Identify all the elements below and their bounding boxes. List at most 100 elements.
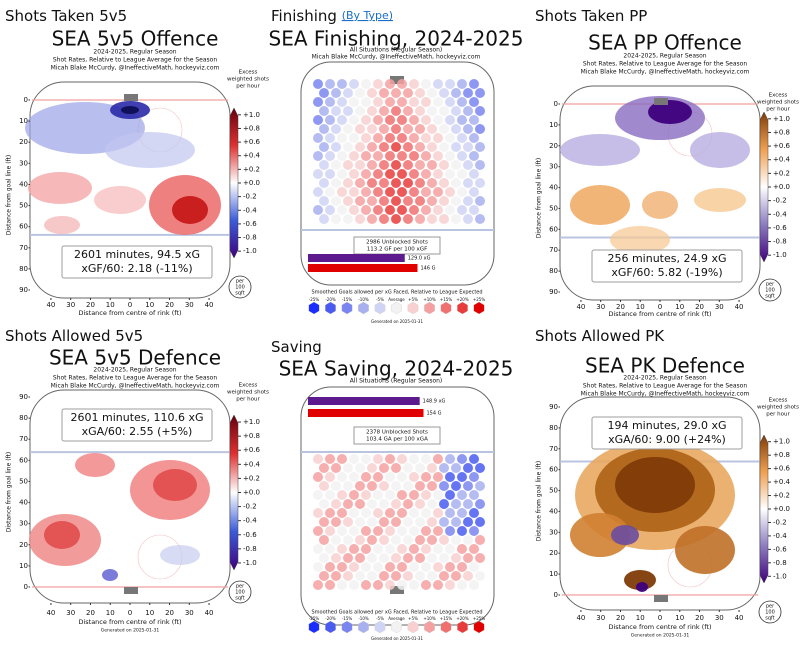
hex-cell	[463, 214, 473, 224]
hex-cell	[361, 580, 371, 590]
hex-cell	[373, 97, 383, 107]
hex-cell	[313, 151, 323, 161]
hex-cell	[433, 79, 443, 89]
x-tick-label: 40	[576, 614, 585, 622]
hex-cell	[427, 571, 437, 581]
hex-cell	[415, 124, 425, 134]
unit-text: 100	[235, 285, 245, 291]
hex-cell	[439, 106, 449, 116]
y-tick-label: 80	[549, 267, 558, 275]
hex-cell	[379, 160, 389, 170]
hex-cell	[373, 544, 383, 554]
hex-cell	[373, 526, 383, 536]
hex-cell	[361, 490, 371, 500]
y-tick-label: 10	[19, 117, 28, 125]
hex-cell	[397, 205, 407, 215]
hex-cell	[385, 490, 395, 500]
y-tick-label: 80	[549, 424, 558, 432]
heat-region	[560, 134, 640, 166]
hex-cell	[373, 580, 383, 590]
hex-cell	[313, 115, 323, 125]
hex-cell	[469, 169, 479, 179]
colorbar	[229, 414, 239, 571]
hex-cell	[331, 481, 341, 491]
summary-text: xGA/60: 2.55 (+5%)	[82, 425, 193, 438]
heat-region	[615, 457, 695, 513]
legend-swatch	[473, 301, 485, 315]
bar-label: 154 G	[427, 411, 442, 417]
hex-cell	[421, 151, 431, 161]
hex-cell	[415, 214, 425, 224]
chart-title: SEA PK Defence	[585, 354, 745, 378]
hex-cell	[451, 124, 461, 134]
colorbar-tick-label: -1.0	[243, 247, 257, 255]
hex-cell	[325, 133, 335, 143]
colorbar-title: per hour	[766, 107, 790, 113]
hex-cell	[361, 205, 371, 215]
hex-cell	[475, 178, 485, 188]
x-tick-label: 20	[86, 301, 95, 309]
hex-cell	[415, 160, 425, 170]
unit-text: 100	[235, 590, 245, 596]
y-tick-label: 10	[549, 570, 558, 578]
y-axis-label: Distance from goal line (ft)	[6, 452, 13, 533]
heat-region	[94, 186, 146, 214]
hex-cell	[427, 178, 437, 188]
x-axis-label: Distance from centre of rink (ft)	[608, 623, 711, 631]
hex-cell	[457, 580, 467, 590]
hex-cell	[451, 106, 461, 116]
hex-cell	[403, 517, 413, 527]
summary-text: 2601 minutes, 110.6 xG	[70, 411, 203, 424]
hex-cell	[355, 517, 365, 527]
colorbar-tick-label: +0.4	[773, 156, 791, 164]
hex-cell	[403, 106, 413, 116]
hex-cell	[445, 508, 455, 518]
heat-region	[690, 132, 750, 168]
hex-cell	[415, 463, 425, 473]
y-tick-label: 30	[19, 520, 28, 528]
y-tick-label: 60	[19, 223, 28, 231]
unit-badge	[228, 275, 252, 299]
hex-cell	[403, 214, 413, 224]
subtitle: Micah Blake McCurdy, @IneffectiveMath, h…	[581, 391, 750, 398]
summary-text: 103.4 GA per 100 xGA	[366, 437, 428, 443]
hex-cell	[475, 196, 485, 206]
heading-link[interactable]: (By Type)	[342, 9, 393, 22]
hex-cell	[313, 187, 323, 197]
hex-cell	[409, 169, 419, 179]
heading-text: Finishing	[271, 7, 337, 25]
hex-cell	[319, 481, 329, 491]
hex-cell	[313, 133, 323, 143]
hex-cell	[319, 106, 329, 116]
legend-swatch	[424, 620, 435, 634]
hex-cell	[469, 490, 479, 500]
colorbar-tick-label: -0.6	[243, 220, 257, 228]
heat-region	[642, 191, 678, 219]
hex-cell	[313, 205, 323, 215]
hex-cell	[427, 517, 437, 527]
hex-cell	[439, 196, 449, 206]
heat-region	[570, 185, 630, 225]
hex-cell	[475, 142, 485, 152]
hex-cell	[385, 115, 395, 125]
hex-cell	[373, 454, 383, 464]
hex-cell	[355, 481, 365, 491]
hex-cell	[397, 151, 407, 161]
heading-text: Shots Allowed 5v5	[5, 327, 143, 345]
legend-swatch	[457, 620, 468, 634]
hex-cell	[409, 454, 419, 464]
hex-cell	[343, 553, 353, 563]
hex-cell	[451, 178, 461, 188]
hex-cell	[439, 463, 449, 473]
hex-cell	[445, 97, 455, 107]
hex-cell	[361, 472, 371, 482]
heat-region	[121, 106, 139, 114]
panel-heading: Shots Taken PP	[535, 7, 647, 25]
hex-cell	[451, 196, 461, 206]
hex-cell	[391, 178, 401, 188]
subtitle: Shot Rates, Relative to League Average f…	[583, 383, 748, 390]
y-tick-label: 20	[549, 142, 558, 150]
bar	[308, 264, 418, 272]
hex-cell	[445, 187, 455, 197]
